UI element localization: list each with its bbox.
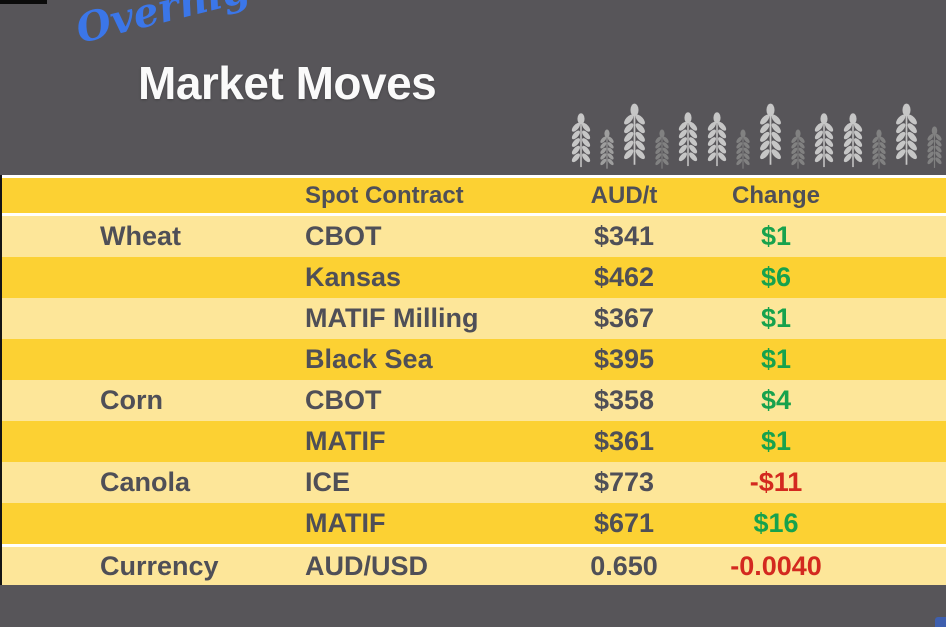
wheat-icon: [678, 112, 698, 167]
row-change: -0.0040: [730, 550, 822, 581]
wheat-icon: [736, 129, 750, 169]
wheat-icon: [600, 129, 614, 169]
wheat-icon: [872, 129, 886, 169]
row-change: $1: [760, 344, 792, 374]
row-change: $1: [760, 426, 792, 456]
row-price: $367: [593, 303, 655, 333]
wheat-icon: [896, 103, 917, 165]
table-row: Kansas $462 $6: [0, 257, 946, 298]
header-banner: Overnight Market Moves: [0, 0, 946, 175]
top-left-bar: [0, 0, 47, 4]
row-contract: MATIF: [305, 508, 386, 538]
row-contract: ICE: [305, 467, 351, 497]
row-category: Corn: [100, 385, 163, 415]
wheat-icon: [707, 112, 727, 167]
row-change: $1: [760, 221, 792, 251]
wheat-icon: [624, 103, 645, 165]
overnight-script-label: Overnight: [71, 0, 301, 53]
wheat-icon: [791, 129, 805, 169]
row-contract: MATIF: [305, 426, 386, 456]
row-change: $4: [760, 385, 792, 415]
wheat-icon: [655, 129, 669, 169]
header-change: Change: [731, 181, 820, 209]
row-category: Wheat: [100, 221, 181, 251]
table-row: MATIF $361 $1: [0, 421, 946, 462]
wheat-icon: [927, 126, 942, 168]
wheat-icon: [814, 113, 834, 168]
row-change: $16: [753, 508, 799, 538]
price-table: Spot Contract AUD/t Change Wheat CBOT $3…: [0, 178, 946, 585]
table-header-row: Spot Contract AUD/t Change: [0, 178, 946, 213]
row-change: -$11: [749, 467, 803, 497]
row-price: $341: [593, 221, 655, 251]
row-contract: Black Sea: [305, 344, 433, 374]
row-price: $358: [593, 385, 655, 415]
row-change: $6: [760, 262, 792, 292]
wheat-icon: [571, 113, 591, 168]
table-left-border: [0, 175, 2, 585]
header-spot-contract: Spot Contract: [305, 181, 464, 209]
row-change: $1: [760, 303, 792, 333]
row-price: $462: [593, 262, 655, 292]
table-row: Black Sea $395 $1: [0, 339, 946, 380]
row-contract: MATIF Milling: [305, 303, 479, 333]
row-category: Canola: [100, 467, 191, 497]
row-price: $361: [593, 426, 655, 456]
table-row: MATIF Milling $367 $1: [0, 298, 946, 339]
table-row: Canola ICE $773 -$11: [0, 462, 946, 503]
currency-gap: [0, 544, 946, 547]
table-row: Wheat CBOT $341 $1: [0, 216, 946, 257]
table-row: Currency AUD/USD 0.650 -0.0040: [0, 547, 946, 585]
row-category: Currency: [100, 550, 219, 581]
row-price: $671: [593, 508, 655, 538]
row-contract: CBOT: [305, 221, 382, 251]
row-contract: AUD/USD: [305, 550, 429, 581]
wheat-icon: [843, 113, 863, 168]
row-price: 0.650: [590, 550, 658, 581]
banner-table-divider: [0, 175, 946, 178]
row-contract: Kansas: [305, 262, 402, 292]
row-price: $395: [593, 344, 655, 374]
table-row: MATIF $671 $16: [0, 503, 946, 544]
footer-bar: [0, 585, 946, 627]
row-contract: CBOT: [305, 385, 382, 415]
wheat-icons: [570, 93, 943, 175]
row-price: $773: [593, 467, 655, 497]
table-row: Corn CBOT $358 $4: [0, 380, 946, 421]
header-aud-t: AUD/t: [590, 181, 658, 209]
header-gap: [0, 213, 946, 216]
page-title: Market Moves: [138, 57, 437, 109]
wheat-icon: [760, 103, 781, 165]
logo-corner-mark: [935, 617, 946, 627]
